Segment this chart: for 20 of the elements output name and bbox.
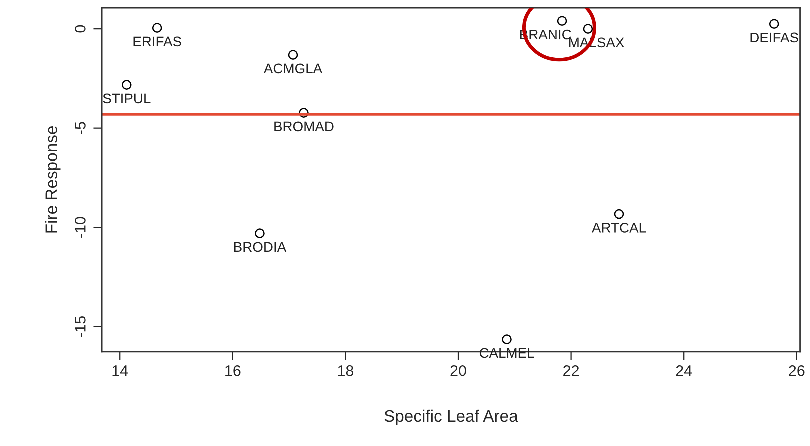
annotation: DEIFAS bbox=[750, 32, 798, 43]
x-axis-title: Specific Leaf Area bbox=[384, 410, 518, 426]
annotation: BRODIA bbox=[234, 242, 287, 252]
x-tick-label: 20 bbox=[450, 365, 466, 376]
annotation: ACMGLA bbox=[264, 64, 323, 74]
x-tick-label: 14 bbox=[112, 366, 128, 376]
annotation: BROMAD bbox=[274, 122, 334, 132]
y-tick-label: -10 bbox=[75, 217, 86, 238]
x-tick-label: 16 bbox=[226, 365, 241, 376]
x-tick-label: 24 bbox=[676, 365, 692, 376]
x-tick-label: 26 bbox=[789, 365, 805, 376]
y-axis-title: Fire Response bbox=[45, 126, 61, 233]
x-tick-label: 22 bbox=[564, 365, 580, 376]
annotation: ERIFAS bbox=[134, 36, 182, 47]
y-tick-label: -5 bbox=[75, 122, 86, 134]
y-tick-label: 0 bbox=[75, 25, 86, 33]
y-tick-label: -15 bbox=[75, 316, 86, 338]
annotation: STIPUL bbox=[103, 94, 151, 104]
annotation: ARTCAL bbox=[592, 223, 646, 233]
x-tick-label: 18 bbox=[338, 365, 354, 376]
